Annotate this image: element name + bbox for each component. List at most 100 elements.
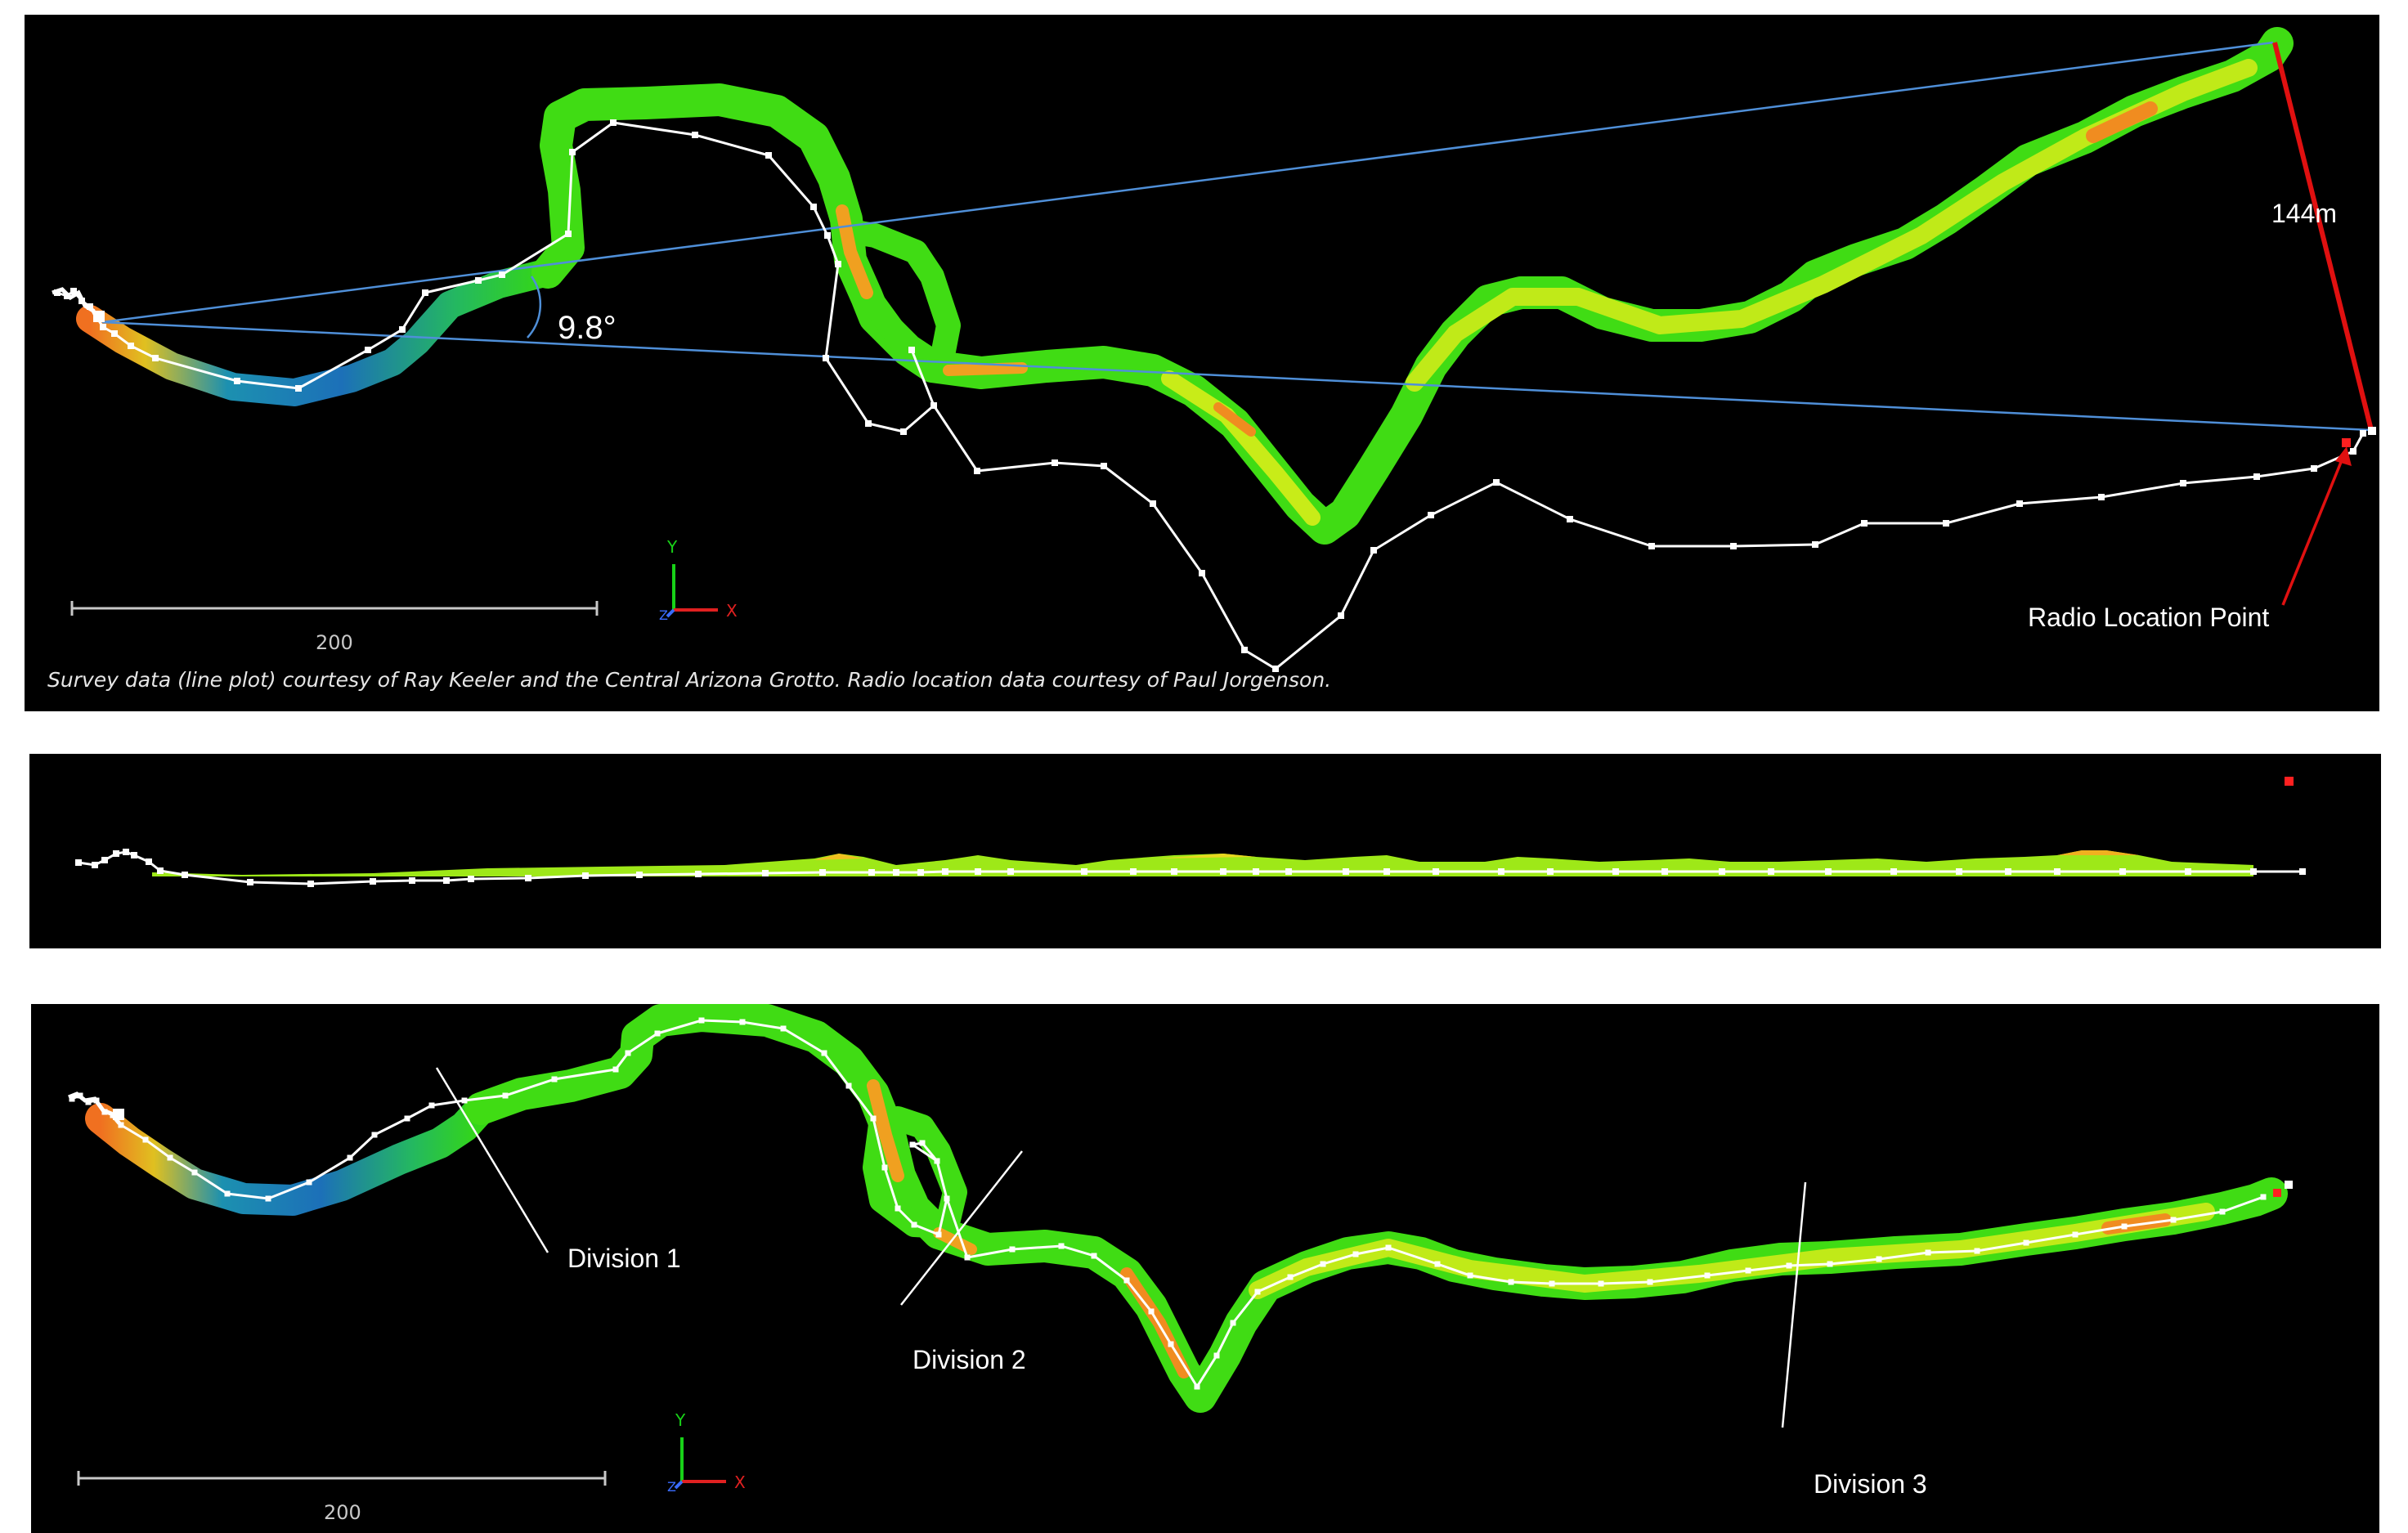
radio-pointer-arrow <box>2281 455 2345 606</box>
survey-station <box>265 1195 271 1202</box>
survey-station <box>1719 868 1725 875</box>
survey-station <box>224 1190 231 1197</box>
division-3-line <box>1781 1181 1807 1428</box>
division-lines <box>435 1067 1807 1428</box>
tube-segment-main <box>531 27 2294 545</box>
survey-station <box>100 324 106 330</box>
survey-station <box>1150 500 1156 507</box>
survey-station <box>1385 1244 1392 1251</box>
survey-station <box>1285 868 1292 875</box>
survey-station <box>1148 1308 1155 1315</box>
survey-station <box>975 868 981 875</box>
survey-station <box>468 876 474 882</box>
survey-station <box>1861 520 1868 527</box>
survey-station <box>762 870 769 876</box>
survey-station <box>1168 1341 1174 1347</box>
division-1-line <box>435 1067 549 1253</box>
survey-station <box>499 271 505 278</box>
survey-station <box>1956 868 1962 875</box>
scale-bar-label: 200 <box>324 1501 361 1524</box>
scale-bar <box>77 1471 607 1486</box>
survey-station <box>118 1122 124 1128</box>
survey-station <box>85 1099 92 1105</box>
survey-station <box>1254 1289 1261 1295</box>
survey-station <box>1007 868 1014 875</box>
survey-station <box>157 867 164 874</box>
survey-line-plot <box>52 119 2366 672</box>
profile-passage-shape <box>152 850 2253 876</box>
axis-triad: Y X Z <box>659 537 738 623</box>
survey-station <box>167 1154 173 1161</box>
survey-station <box>428 1102 435 1109</box>
survey-station <box>182 872 188 878</box>
profile-radio-point <box>2285 777 2294 786</box>
survey-station <box>909 1141 916 1148</box>
survey-station <box>1648 543 1655 549</box>
survey-station <box>1661 868 1668 875</box>
survey-station <box>2005 868 2011 875</box>
survey-station <box>131 852 137 858</box>
survey-station <box>247 879 253 885</box>
survey-station <box>2185 868 2191 875</box>
survey-station <box>819 869 826 876</box>
survey-end-marker <box>2285 1181 2293 1189</box>
survey-station <box>128 343 134 349</box>
radio-point-marker <box>2342 438 2351 447</box>
tube-highlight <box>933 1227 977 1255</box>
survey-station <box>739 1019 746 1025</box>
plan-view-panel: 9.8° 144m Radio Location Point 200 Y X Z… <box>25 15 2379 711</box>
tube-highlight <box>867 1079 904 1182</box>
survey-station <box>2016 500 2023 507</box>
survey-station <box>695 871 702 877</box>
survey-station <box>654 1030 661 1037</box>
tube-segment-main <box>464 1004 2288 1413</box>
survey-station <box>371 1132 378 1138</box>
survey-station <box>1508 1279 1514 1285</box>
survey-station <box>1825 868 1832 875</box>
survey-station <box>2054 868 2060 875</box>
survey-station <box>974 468 980 474</box>
division-2-line <box>900 1150 1023 1306</box>
survey-station <box>1768 868 1774 875</box>
survey-station <box>1130 868 1137 875</box>
survey-station <box>2253 473 2260 480</box>
survey-station <box>365 347 371 353</box>
survey-station <box>930 402 937 409</box>
survey-station <box>569 149 576 155</box>
divisions-view-canvas: Division 1 Division 2 Division 3 200 Y X… <box>68 1004 2293 1524</box>
survey-station <box>2350 448 2356 455</box>
survey-station <box>1272 666 1279 672</box>
angle-arc <box>527 276 542 338</box>
survey-station <box>824 232 831 239</box>
tube-segment-loop <box>830 203 961 380</box>
survey-station <box>551 1076 558 1083</box>
survey-station <box>625 1050 631 1056</box>
survey-station <box>502 1092 509 1099</box>
survey-station <box>92 862 98 868</box>
axis-x-label: X <box>726 601 738 621</box>
vertical-distance-line <box>2272 42 2374 431</box>
survey-station <box>823 355 829 361</box>
survey-station <box>111 330 118 337</box>
survey-station <box>934 1158 940 1164</box>
survey-station <box>234 378 240 384</box>
survey-station <box>399 326 406 333</box>
radio-pointer-arrowhead <box>2335 446 2352 466</box>
survey-station <box>1547 868 1554 875</box>
survey-station <box>1101 463 1107 469</box>
survey-station <box>942 868 948 875</box>
profile-view-canvas <box>75 777 2306 887</box>
survey-station <box>1194 1383 1200 1390</box>
survey-station <box>69 1096 75 1102</box>
divisions-view-panel: Division 1 Division 2 Division 3 200 Y X… <box>31 1004 2379 1533</box>
survey-station <box>1338 612 1344 619</box>
credit-text: Survey data (line plot) courtesy of Ray … <box>47 668 1331 692</box>
survey-station <box>1220 868 1226 875</box>
distance-label: 144m <box>2271 199 2337 228</box>
axis-y-label: Y <box>666 537 678 557</box>
survey-station <box>409 877 415 884</box>
survey-station <box>893 869 899 876</box>
survey-station <box>1598 1280 1604 1287</box>
plan-view-canvas: 9.8° 144m Radio Location Point 200 Y X Z… <box>47 27 2376 692</box>
survey-station <box>1745 1267 1751 1274</box>
